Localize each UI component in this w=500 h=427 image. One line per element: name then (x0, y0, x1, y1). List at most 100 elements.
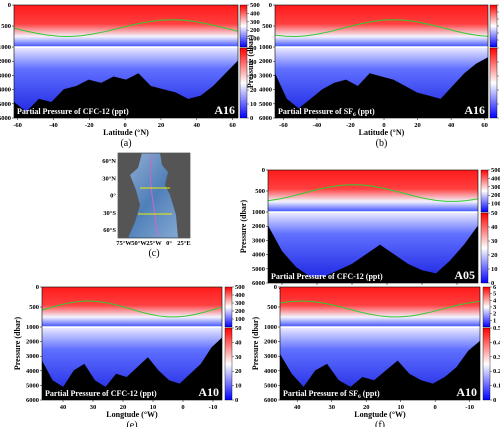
y-tick-label: 5000 (26, 382, 39, 389)
y-tick-label: 1000 (264, 324, 277, 331)
x-tick-label: 30 (328, 404, 335, 411)
section-name: A10 (456, 385, 477, 399)
colorbar-label: 50 (250, 45, 257, 52)
y-tick-label: 500 (262, 23, 272, 30)
y-tick-label: 4000 (26, 368, 39, 375)
y-tick-label: 0 (269, 2, 272, 9)
lon-tick-label: 75°W (116, 240, 132, 247)
y-axis-label: Pressure (dbar) (13, 317, 22, 371)
x-tick-label: -60 (279, 122, 288, 129)
lon-tick-label: 25°W (146, 240, 162, 247)
y-tick-label: 2000 (252, 223, 265, 230)
y-tick-label: 500 (29, 304, 39, 311)
colorbar-label: 300 (491, 184, 500, 191)
colorbar (224, 286, 233, 328)
x-tick-label: 0 (181, 404, 184, 411)
panel-label: (e) (126, 420, 137, 427)
colorbar-label: 300 (235, 300, 245, 307)
x-tick-label: 0 (382, 122, 385, 129)
panel-label: (f) (375, 420, 385, 427)
panel-title: Partial Pressure of CFC-12 (ppt) (271, 272, 383, 281)
y-tick-label: 3000 (264, 353, 277, 360)
y-tick-label: 1000 (259, 44, 272, 51)
x-tick-label: 40 (448, 122, 455, 129)
y-axis-label: Pressure (dbar) (251, 317, 260, 371)
contour-line (274, 19, 489, 37)
panel-title: Partial Pressure of CFC-12 (ppt) (17, 107, 129, 116)
y-tick-label: 500 (255, 188, 265, 195)
y-tick-label: 3000 (259, 72, 272, 79)
colorbar-label: 40 (235, 339, 242, 346)
lon-tick-label: 0° (166, 240, 172, 247)
colorbar-label: 10 (250, 101, 257, 108)
y-tick-label: 1000 (252, 209, 265, 216)
panel-title: Partial Pressure of CFC-12 (ppt) (45, 389, 157, 398)
bathymetry (275, 57, 488, 118)
colorbar-label: 1 (493, 317, 496, 324)
colorbar-label: 40 (250, 59, 257, 66)
lat-tick-label: 30°S (103, 210, 116, 217)
title-text: Partial Pressure of SF (283, 389, 358, 398)
y-axis-label: Pressure (dbar) (246, 35, 255, 89)
title-text: Partial Pressure of CFC-12 (ppt) (271, 272, 383, 281)
y-tick-label: 4000 (252, 252, 265, 259)
colorbar-label: 20 (491, 252, 498, 259)
x-tick-label: -20 (85, 122, 94, 129)
y-tick-label: 5000 (0, 101, 11, 108)
x-axis-label: Longtude (°W) (354, 410, 406, 419)
x-tick-label: 60 (229, 122, 236, 129)
panel-label: (c) (148, 248, 159, 259)
colorbar-label: 30 (235, 354, 242, 361)
x-axis-label: Latitude (°N) (103, 128, 149, 137)
contour-line (267, 184, 479, 202)
colorbar-label: 40 (491, 224, 498, 231)
y-tick-label: 5000 (264, 382, 277, 389)
x-tick-label: 10 (397, 404, 404, 411)
x-tick-label: 10 (150, 404, 157, 411)
section-name: A05 (454, 268, 475, 282)
y-tick-label: 2000 (0, 58, 11, 65)
colorbar-label: 0.4 (493, 339, 500, 346)
y-tick-label: 2000 (264, 339, 277, 346)
colorbar-label: 30 (491, 238, 498, 245)
y-tick-label: 0 (36, 284, 39, 291)
colorbar (239, 4, 248, 48)
colorbar-label: 500 (491, 167, 500, 174)
colorbar-label: 3 (493, 304, 497, 311)
x-tick-label: 0 (434, 404, 437, 411)
title-subscript: 6 (358, 394, 361, 400)
colorbar-label: 0 (250, 115, 253, 122)
y-tick-label: 0 (8, 2, 11, 9)
y-tick-label: 1000 (26, 324, 39, 331)
y-tick-label: 6000 (0, 115, 11, 122)
y-tick-label: 2000 (26, 339, 39, 346)
y-tick-label: 5000 (259, 101, 272, 108)
contour-line (13, 19, 239, 37)
y-tick-label: 500 (1, 23, 11, 30)
panel-label: (b) (376, 138, 388, 149)
colorbar (482, 286, 491, 328)
upper-field (275, 5, 488, 47)
x-tick-label: 40 (294, 404, 301, 411)
y-tick-label: 4000 (264, 368, 277, 375)
colorbar-label: 0.3 (493, 354, 500, 361)
section-name: A16 (464, 103, 485, 117)
colorbar-label: 30 (250, 73, 257, 80)
title-text: Partial Pressure of CFC-12 (ppt) (17, 107, 129, 116)
x-tick-label: 60 (481, 122, 488, 129)
upper-field (280, 287, 480, 327)
y-tick-label: 5000 (252, 266, 265, 273)
x-tick-label: 20 (414, 122, 421, 129)
colorbar-label: 100 (491, 201, 500, 208)
plot-frame (13, 4, 239, 119)
y-tick-label: 0 (274, 284, 277, 291)
land (118, 153, 142, 238)
colorbar-label: 0.1 (493, 383, 500, 390)
lon-tick-label: 50°W (131, 240, 147, 247)
x-tick-label: 30 (90, 404, 97, 411)
colorbar-label: 20 (250, 87, 257, 94)
panel-label: (a) (120, 138, 131, 149)
land (160, 153, 190, 238)
y-tick-label: 6000 (259, 115, 272, 122)
